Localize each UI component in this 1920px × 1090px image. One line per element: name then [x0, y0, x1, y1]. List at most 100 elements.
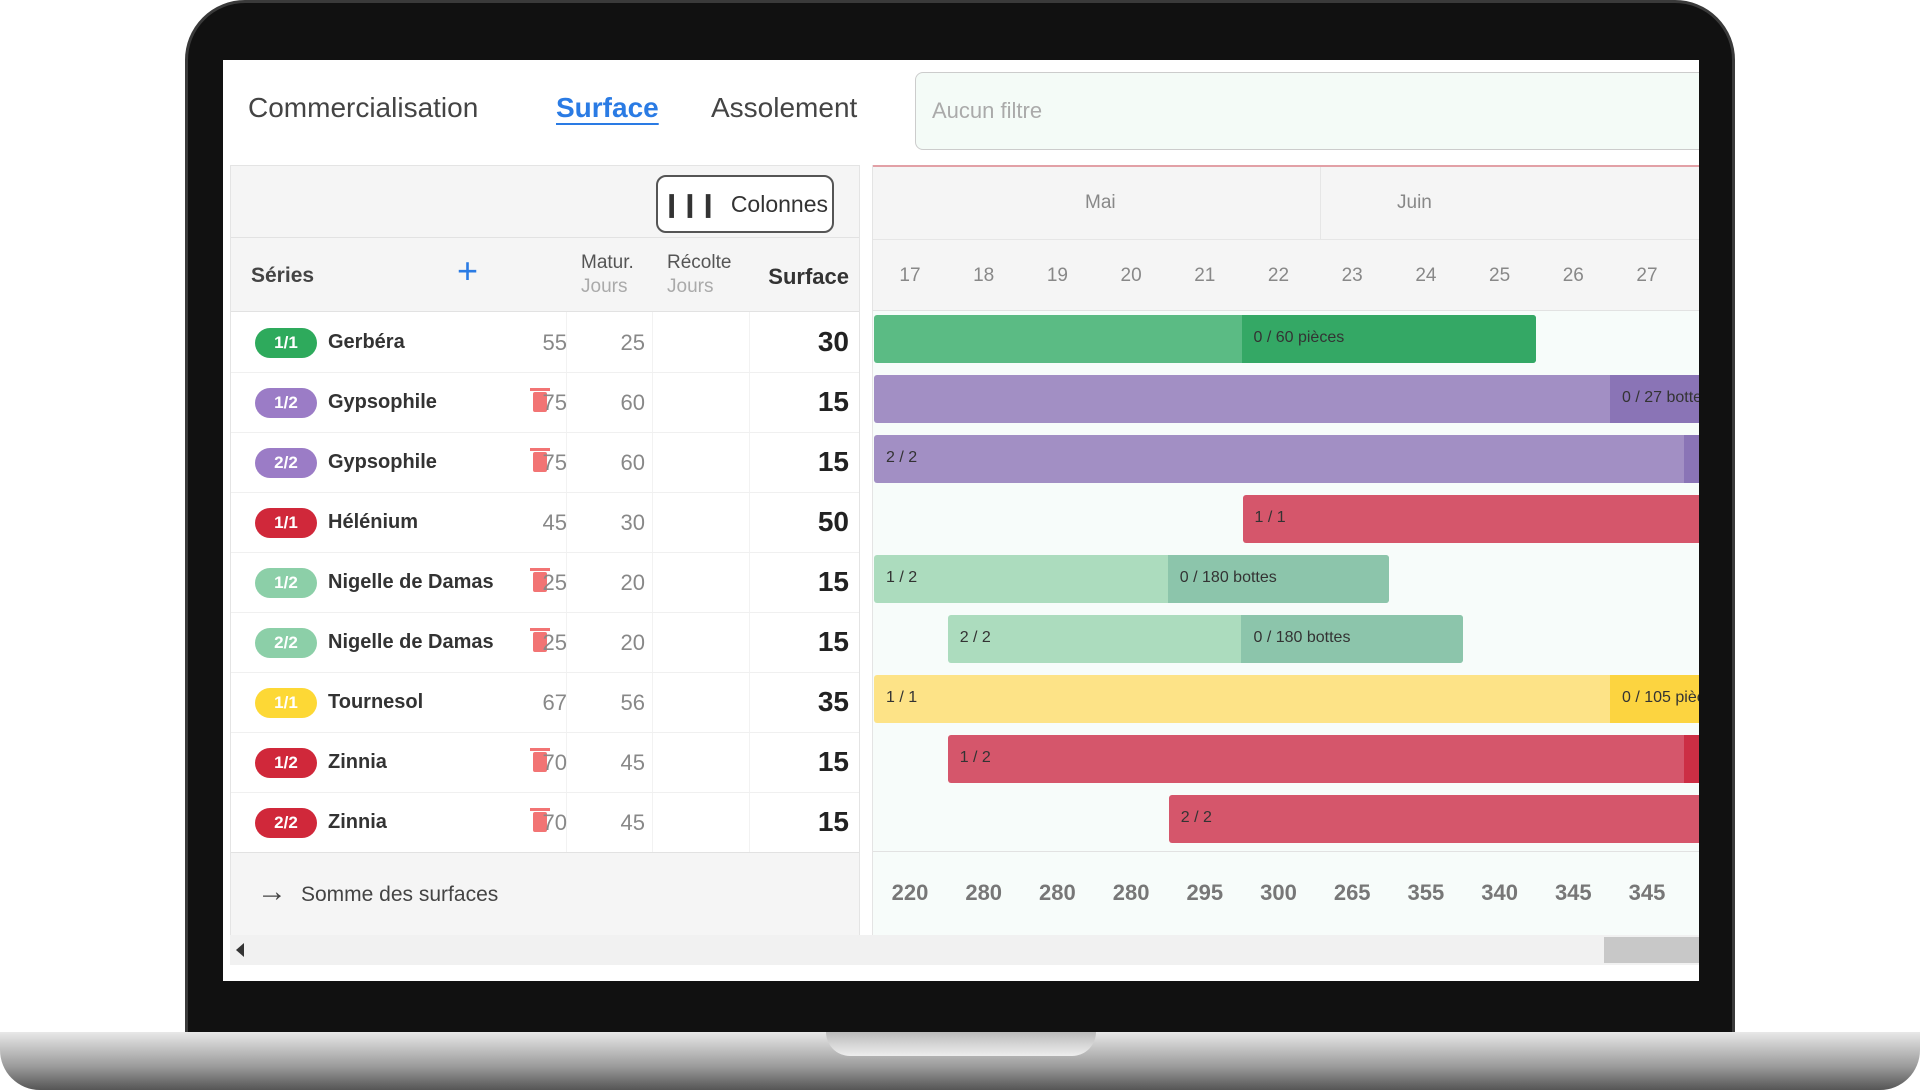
matur-value: 25 — [542, 630, 567, 655]
recolte-value: 45 — [620, 810, 645, 835]
surface-value: 15 — [817, 626, 849, 657]
week-total: 345 — [1628, 880, 1666, 905]
series-name: Nigelle de Damas — [328, 631, 494, 653]
columns-label: Colonnes — [730, 190, 828, 217]
series-name: Zinnia — [328, 751, 387, 773]
week-label: 20 — [1120, 265, 1142, 286]
table-row[interactable]: 2/2 Gypsophile 75 60 15 — [231, 432, 859, 493]
gantt-bar[interactable]: 2 / 2 — [1168, 795, 1699, 843]
gantt-bar[interactable]: 1 / 2 — [947, 735, 1699, 783]
matur-value: 55 — [542, 330, 567, 355]
trash-icon[interactable] — [530, 628, 550, 652]
series-name: Gypsophile — [328, 391, 437, 413]
harvest-segment — [1610, 675, 1699, 723]
trash-icon[interactable] — [530, 568, 550, 592]
week-label: 21 — [1194, 265, 1216, 286]
table-row[interactable]: 1/1 Tournesol 67 56 35 — [231, 672, 859, 733]
header-matur: Matur. — [581, 252, 634, 273]
tab-assolement[interactable]: Assolement — [711, 92, 858, 123]
harvest-segment — [1683, 435, 1699, 483]
add-series-plus-icon[interactable]: + — [457, 250, 479, 291]
week-total: 345 — [1554, 880, 1592, 905]
week-total: 280 — [1112, 880, 1150, 905]
columns-icon: ❙❙❙ — [661, 190, 718, 217]
series-name: Hélénium — [328, 511, 419, 533]
columns-button[interactable]: ❙❙❙ Colonnes — [656, 175, 834, 233]
month-label: Juin — [1397, 192, 1432, 213]
week-label: 18 — [973, 265, 995, 286]
bar-label: 1 / 1 — [1254, 509, 1286, 526]
series-name: Tournesol — [328, 691, 424, 713]
trash-icon[interactable] — [530, 808, 550, 832]
month-divider — [1320, 167, 1321, 239]
column-divider — [652, 312, 653, 852]
table-header: Séries + Matur. Jours Récolte Jours Surf… — [231, 238, 859, 312]
trash-icon[interactable] — [530, 388, 550, 412]
header-divider — [873, 239, 1699, 240]
table-row[interactable]: 1/1 Gerbéra 55 25 30 — [231, 312, 859, 373]
scrollbar-thumb[interactable] — [1604, 937, 1699, 963]
gantt-bar[interactable]: 2 / 2 0 / 180 bottes — [947, 615, 1463, 663]
week-total: 280 — [1039, 880, 1076, 905]
gantt-chart: Mai Juin 17 18 19 20 21 22 23 24 25 26 27 0 / 60 p… — [872, 165, 1699, 935]
week-label: 17 — [899, 265, 921, 286]
bar-label: 2 / 2 — [1180, 809, 1212, 826]
recolte-value: 20 — [620, 630, 645, 655]
bar-label: 2 / 2 — [959, 629, 991, 646]
header-surface: Surface — [768, 264, 849, 289]
week-total: 220 — [891, 880, 929, 905]
surface-value: 15 — [817, 446, 849, 477]
matur-value: 75 — [542, 390, 567, 415]
surface-value: 30 — [817, 326, 849, 357]
series-badge: 2/2 — [255, 628, 317, 658]
gantt-footer: 220 280 280 280 295 300 265 355 340 345 345 — [873, 851, 1699, 935]
header-matur-unit: Jours — [581, 276, 628, 297]
harvest-segment — [1167, 555, 1389, 603]
matur-value: 70 — [542, 750, 567, 775]
gantt-bar[interactable]: 1 / 2 0 / 180 bottes — [874, 555, 1389, 603]
recolte-value: 56 — [620, 690, 645, 715]
gantt-bar[interactable]: 2 / 2 — [874, 435, 1699, 483]
gantt-bar[interactable]: 1 / 1 — [1242, 495, 1699, 543]
trash-icon[interactable] — [530, 748, 550, 772]
table-row[interactable]: 1/1 Hélénium 45 30 50 — [231, 492, 859, 553]
table-row[interactable]: 2/2 Nigelle de Damas 25 20 15 — [231, 612, 859, 673]
arrow-right-icon[interactable]: → — [257, 875, 287, 908]
series-name: Gerbéra — [328, 331, 405, 353]
table-row[interactable]: 1/2 Zinnia 70 45 15 — [231, 732, 859, 793]
table-row[interactable]: 1/2 Nigelle de Damas 25 20 15 — [231, 552, 859, 613]
column-divider — [749, 312, 750, 852]
table-row[interactable]: 1/2 Gypsophile 75 60 15 — [231, 372, 859, 433]
table-toolbar: ❙❙❙ Colonnes — [231, 166, 859, 238]
header-recolte-unit: Jours — [667, 276, 714, 297]
series-table: ❙❙❙ Colonnes Séries + Matur. Jours Récol… — [230, 165, 860, 936]
filter-input[interactable]: Aucun filtre — [915, 72, 1699, 150]
scroll-left-icon[interactable] — [236, 943, 244, 957]
laptop-notch — [826, 1032, 1096, 1056]
horizontal-scrollbar[interactable] — [230, 935, 1699, 965]
week-total: 300 — [1260, 880, 1297, 905]
matur-value: 70 — [542, 810, 567, 835]
harvest-label: 0 / 180 bottes — [1253, 629, 1351, 646]
series-badge: 1/2 — [255, 568, 317, 598]
series-badge: 1/1 — [255, 508, 317, 538]
series-badge: 1/2 — [255, 748, 317, 778]
gantt-bar[interactable]: 0 / 27 bottes — [874, 375, 1699, 423]
matur-value: 45 — [542, 510, 567, 535]
table-row[interactable]: 2/2 Zinnia 70 45 15 — [231, 792, 859, 853]
header-recolte: Récolte — [667, 252, 732, 273]
harvest-label: 0 / 60 pièces — [1253, 329, 1345, 346]
column-divider — [566, 312, 567, 852]
series-badge: 1/1 — [255, 688, 317, 718]
tab-surface[interactable]: Surface — [556, 92, 659, 123]
tab-commercialisation[interactable]: Commercialisation — [248, 92, 479, 123]
table-footer: → Somme des surfaces — [231, 852, 859, 936]
bar-label: 1 / 1 — [886, 689, 918, 706]
gantt-bar[interactable]: 0 / 60 pièces — [874, 315, 1537, 363]
surface-value: 15 — [817, 566, 849, 597]
week-label: 26 — [1562, 265, 1584, 286]
gantt-bar[interactable]: 1 / 1 0 / 105 pièces — [874, 675, 1699, 723]
harvest-segment — [1241, 615, 1463, 663]
surface-value: 15 — [817, 746, 849, 777]
trash-icon[interactable] — [530, 448, 550, 472]
